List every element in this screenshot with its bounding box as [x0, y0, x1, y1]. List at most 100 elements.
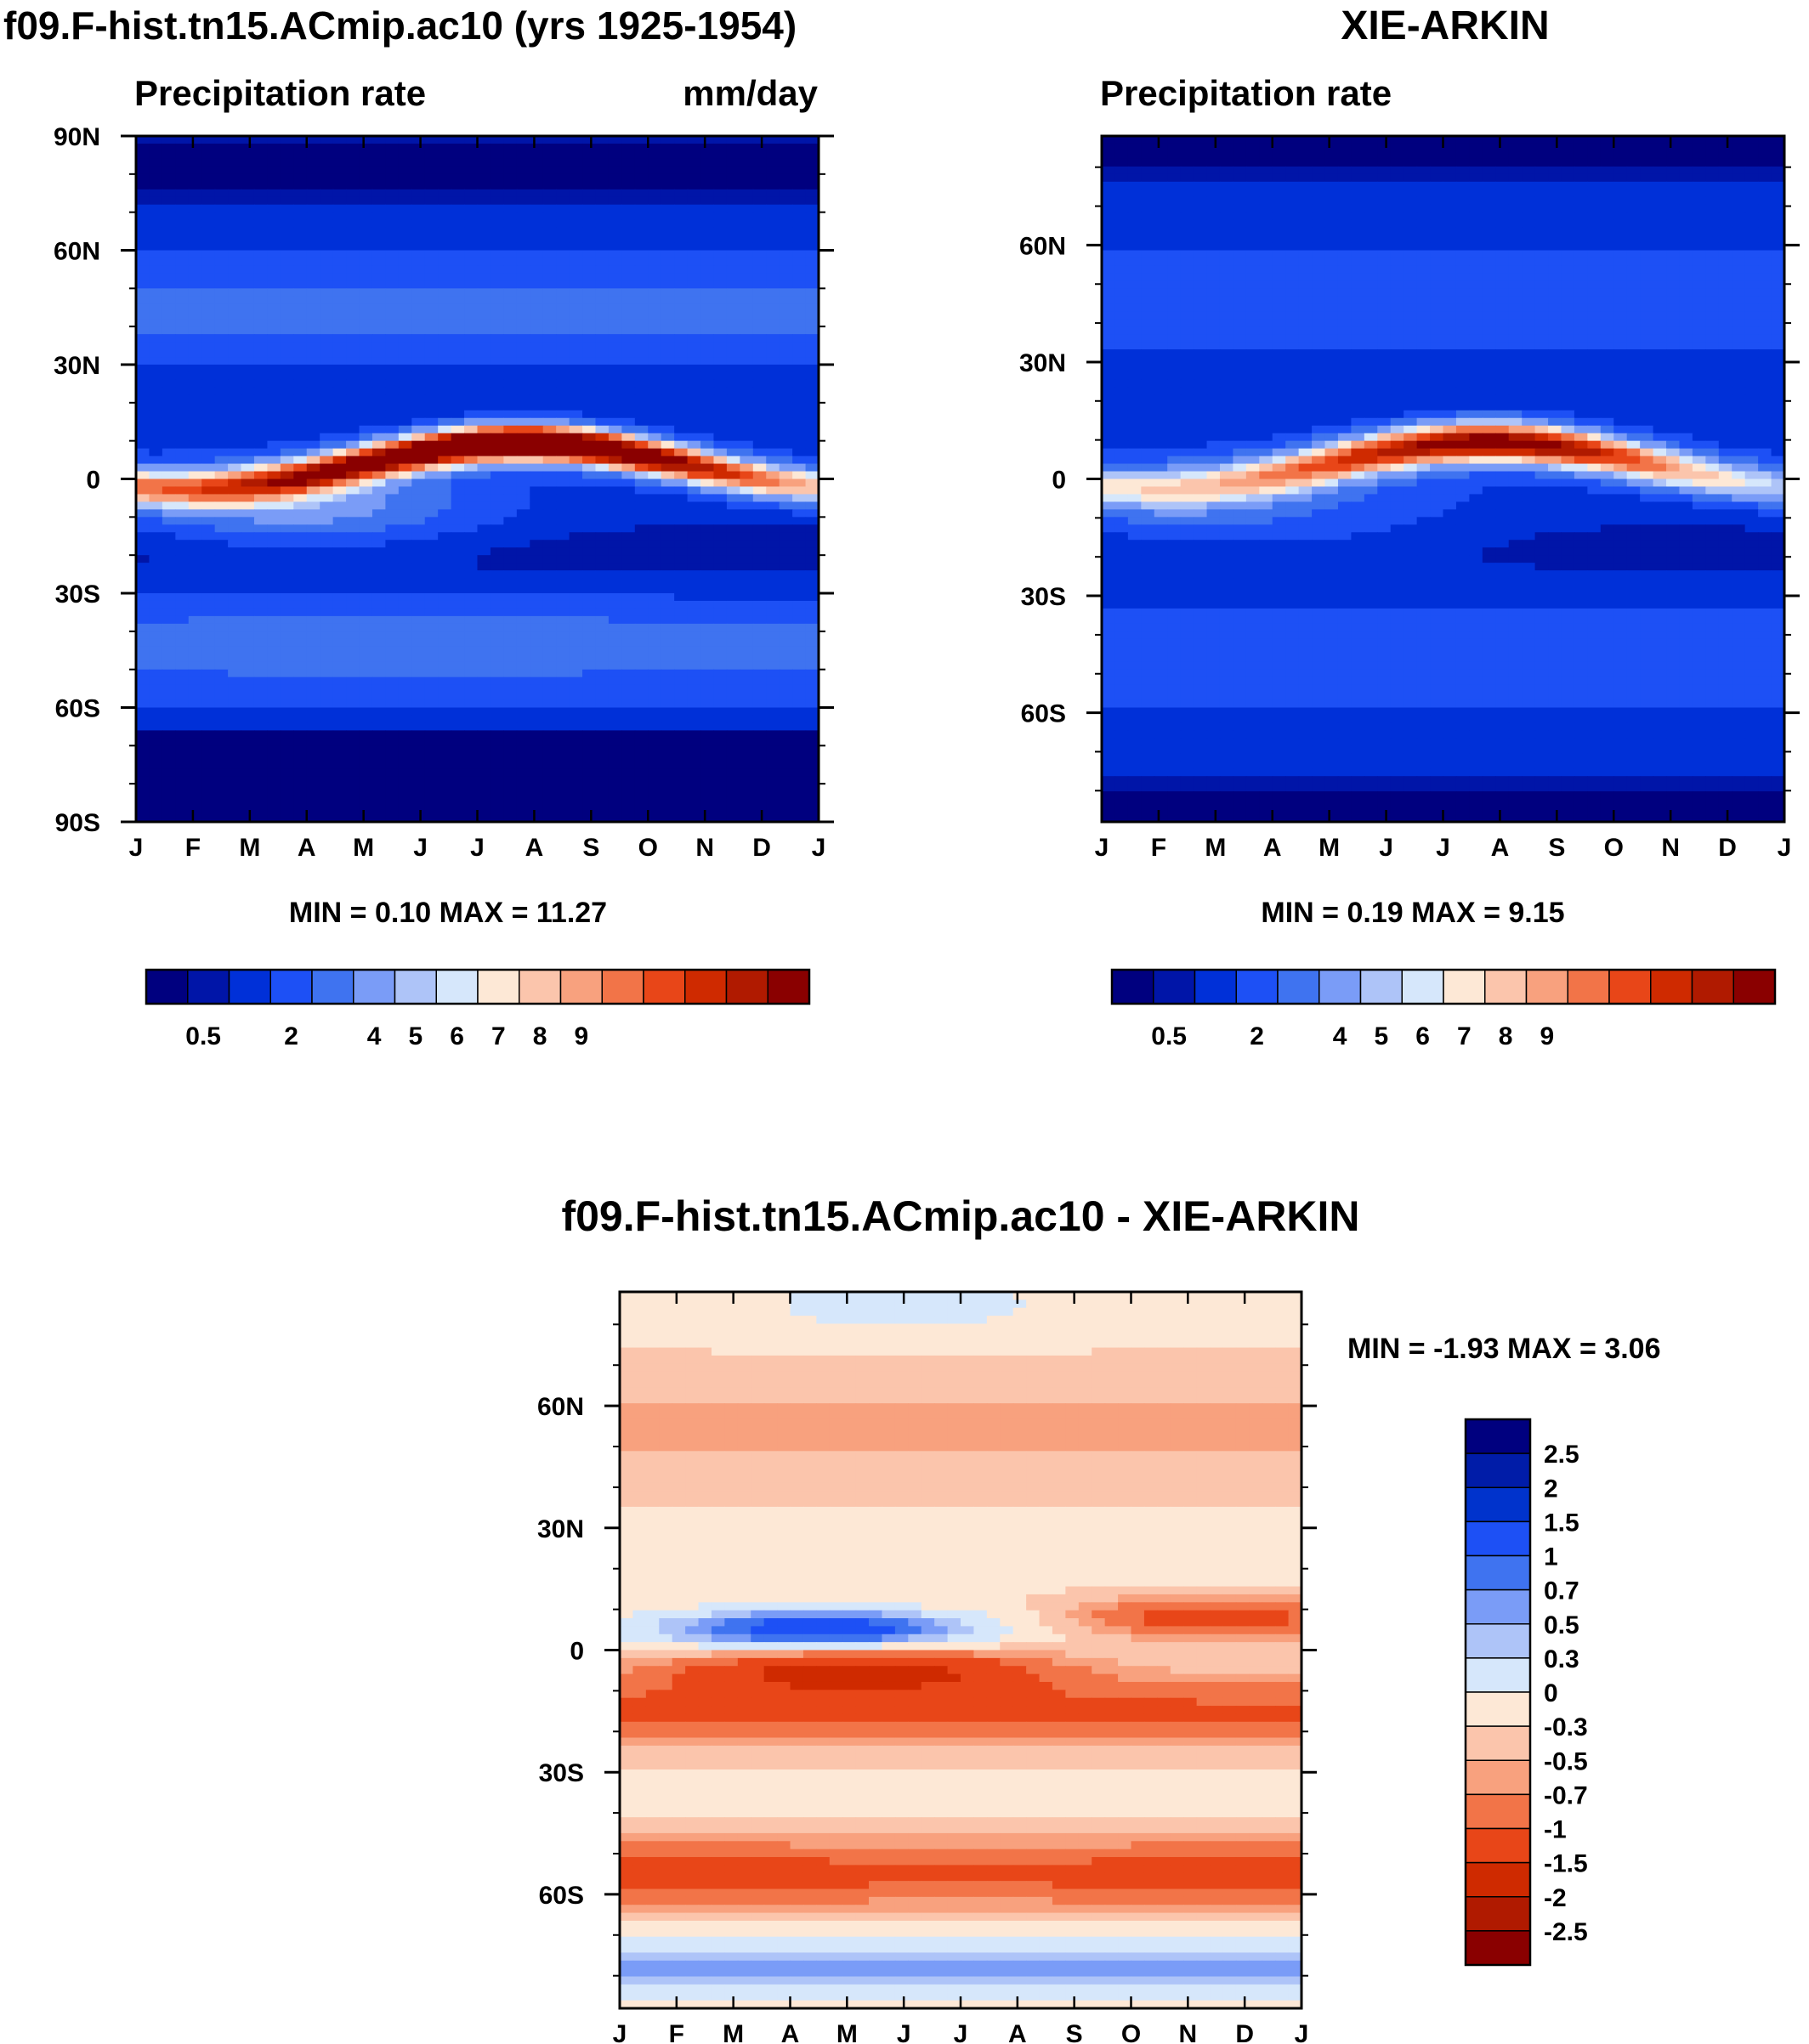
- model-cell: [503, 379, 518, 388]
- model-cell: [398, 692, 412, 701]
- model-cell: [477, 684, 491, 694]
- model-cell: [621, 273, 636, 281]
- model-cell: [162, 342, 176, 350]
- model-cell: [726, 410, 740, 419]
- model-cell: [608, 745, 622, 754]
- model-cell: [530, 410, 544, 419]
- model-cell: [503, 745, 518, 754]
- obs-cell: [1114, 158, 1129, 167]
- model-cell: [779, 692, 793, 701]
- model-cell: [477, 433, 491, 442]
- model-cell: [779, 471, 793, 480]
- model-cell: [228, 189, 242, 198]
- model-cell: [792, 570, 807, 579]
- model-cell: [346, 532, 360, 541]
- model-cell: [516, 242, 530, 252]
- model-cell: [713, 631, 728, 640]
- model-cell: [385, 745, 400, 754]
- model-cell: [371, 707, 386, 716]
- model-cell: [228, 570, 242, 579]
- model-cell: [411, 334, 426, 343]
- model-cell: [385, 311, 400, 320]
- model-cell: [201, 235, 216, 244]
- model-cell: [136, 563, 150, 571]
- model-cell: [648, 303, 662, 312]
- model-cell: [608, 242, 622, 252]
- model-cell: [648, 196, 662, 206]
- model-cell: [241, 166, 255, 175]
- model-cell: [687, 280, 701, 289]
- model-cell: [346, 509, 360, 518]
- model-cell: [726, 326, 740, 335]
- model-cell: [530, 547, 544, 556]
- model-cell: [530, 258, 544, 267]
- model-cell: [530, 517, 544, 525]
- model-cell: [726, 440, 740, 450]
- model-cell: [582, 456, 597, 465]
- model-cell: [359, 471, 373, 480]
- model-cell: [556, 722, 570, 731]
- model-cell: [267, 196, 281, 206]
- model-cell: [149, 196, 163, 206]
- model-cell: [661, 707, 675, 716]
- model-cell: [766, 258, 780, 267]
- model-cell: [411, 150, 426, 160]
- model-cell: [516, 296, 530, 304]
- model-cell: [477, 456, 491, 465]
- model-cell: [700, 707, 715, 716]
- model-cell: [569, 547, 583, 556]
- model-cell: [542, 448, 557, 457]
- model-cell: [740, 540, 754, 548]
- model-cell: [516, 379, 530, 388]
- model-cell: [595, 578, 610, 586]
- model-cell: [332, 761, 347, 769]
- model-cell: [542, 204, 557, 213]
- model-cell: [320, 761, 334, 769]
- model-cell: [162, 509, 176, 518]
- obs-cell: [1416, 158, 1431, 167]
- model-cell: [516, 814, 530, 823]
- model-cell: [621, 638, 636, 648]
- model-cell: [792, 807, 807, 815]
- model-cell: [805, 456, 819, 465]
- model-cell: [398, 638, 412, 648]
- model-cell: [464, 319, 479, 327]
- model-cell: [542, 631, 557, 640]
- model-cell: [674, 463, 689, 473]
- model-colorbar-label: 6: [450, 1022, 464, 1050]
- model-cell: [241, 371, 255, 381]
- model-cell: [595, 463, 610, 473]
- model-cell: [674, 227, 689, 236]
- model-cell: [359, 578, 373, 586]
- model-cell: [228, 517, 242, 525]
- model-cell: [687, 524, 701, 533]
- model-cell: [621, 791, 636, 800]
- model-cell: [621, 730, 636, 739]
- model-cell: [740, 738, 754, 746]
- model-cell: [608, 387, 622, 396]
- model-cell: [503, 371, 518, 381]
- model-cell: [569, 578, 583, 586]
- model-cell: [253, 463, 269, 473]
- model-cell: [424, 661, 439, 671]
- model-cell: [175, 631, 190, 640]
- model-cell: [175, 600, 190, 609]
- model-cell: [530, 379, 544, 388]
- model-cell: [136, 555, 150, 563]
- model-cell: [700, 242, 715, 252]
- model-cell: [214, 578, 229, 586]
- model-cell: [424, 524, 439, 533]
- model-cell: [438, 555, 452, 563]
- model-cell: [634, 433, 649, 442]
- model-cell: [595, 143, 610, 152]
- model-cell: [424, 219, 439, 229]
- obs-cell: [1600, 143, 1614, 152]
- model-cell: [385, 402, 400, 411]
- model-colorbar-box: [519, 969, 562, 1005]
- model-cell: [451, 661, 465, 671]
- model-cell: [175, 440, 190, 450]
- model-cell: [228, 654, 242, 663]
- model-cell: [516, 707, 530, 716]
- model-cell: [214, 158, 229, 167]
- model-cell: [201, 501, 216, 510]
